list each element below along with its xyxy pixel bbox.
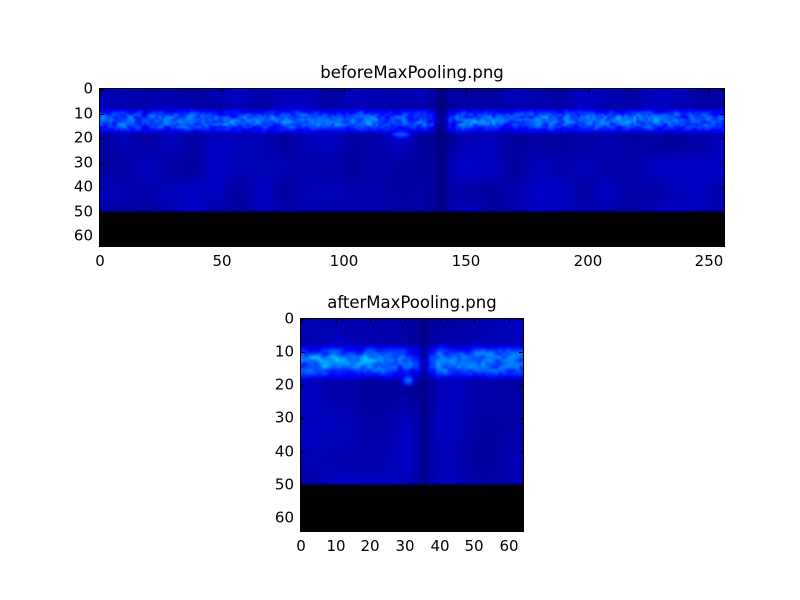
y-tick-mark-right	[519, 418, 523, 419]
x-tick-mark	[509, 527, 510, 531]
x-tick-mark	[405, 527, 406, 531]
heatmap-before-max-pooling	[99, 88, 725, 247]
x-tick-label: 100	[329, 252, 359, 270]
y-tick-mark	[100, 89, 104, 90]
y-tick-mark	[301, 452, 305, 453]
y-tick-label: 10	[73, 104, 93, 123]
y-tick-label: 50	[274, 475, 294, 494]
x-tick-mark-top	[474, 319, 475, 323]
y-tick-mark-right	[519, 452, 523, 453]
y-tick-label: 40	[73, 177, 93, 196]
x-tick-mark	[588, 242, 589, 246]
x-tick-mark-top	[405, 319, 406, 323]
heatmap-canvas-before	[100, 89, 724, 246]
y-tick-mark	[301, 418, 305, 419]
y-tick-label: 10	[274, 342, 294, 361]
y-tick-label: 60	[274, 508, 294, 527]
y-tick-mark	[100, 212, 104, 213]
y-tick-label: 50	[73, 202, 93, 221]
x-tick-mark-top	[336, 319, 337, 323]
y-tick-mark-right	[519, 319, 523, 320]
y-tick-mark-right	[720, 114, 724, 115]
x-tick-mark	[370, 527, 371, 531]
x-tick-label: 0	[296, 537, 306, 555]
x-tick-mark	[474, 527, 475, 531]
y-tick-label: 60	[73, 226, 93, 245]
x-tick-label: 30	[395, 537, 415, 555]
x-tick-label: 50	[464, 537, 484, 555]
x-tick-mark-top	[509, 319, 510, 323]
y-tick-mark	[100, 114, 104, 115]
y-tick-label: 0	[284, 309, 294, 328]
x-tick-label: 10	[326, 537, 346, 555]
x-tick-label: 50	[212, 252, 232, 270]
y-tick-mark-right	[720, 236, 724, 237]
x-tick-label: 150	[451, 252, 481, 270]
x-tick-mark-top	[344, 89, 345, 93]
chart-title-after-max-pooling: afterMaxPooling.png	[327, 293, 497, 312]
y-tick-label: 30	[73, 153, 93, 172]
heatmap-canvas-after	[301, 319, 523, 531]
x-tick-mark-top	[370, 319, 371, 323]
x-tick-mark	[440, 527, 441, 531]
x-tick-label: 20	[360, 537, 380, 555]
x-tick-label: 60	[499, 537, 519, 555]
y-tick-mark	[301, 485, 305, 486]
y-tick-mark	[100, 163, 104, 164]
y-tick-label: 0	[83, 79, 93, 98]
y-tick-mark-right	[720, 187, 724, 188]
x-tick-mark-top	[222, 89, 223, 93]
y-tick-mark	[301, 518, 305, 519]
y-tick-mark	[100, 187, 104, 188]
x-tick-label: 200	[573, 252, 603, 270]
x-tick-mark	[336, 527, 337, 531]
y-tick-mark	[100, 236, 104, 237]
x-tick-mark-top	[100, 89, 101, 93]
y-tick-mark	[301, 385, 305, 386]
x-tick-label: 250	[694, 252, 724, 270]
y-tick-label: 30	[274, 408, 294, 427]
x-tick-mark	[466, 242, 467, 246]
y-tick-label: 20	[274, 375, 294, 394]
x-tick-mark	[222, 242, 223, 246]
x-tick-mark	[344, 242, 345, 246]
y-tick-mark	[100, 138, 104, 139]
y-tick-mark-right	[519, 352, 523, 353]
x-tick-mark	[709, 242, 710, 246]
x-tick-label: 40	[430, 537, 450, 555]
y-tick-label: 20	[73, 128, 93, 147]
y-tick-mark-right	[720, 163, 724, 164]
x-tick-mark-top	[301, 319, 302, 323]
y-tick-mark	[301, 352, 305, 353]
y-tick-mark-right	[519, 385, 523, 386]
chart-title-before-max-pooling: beforeMaxPooling.png	[320, 63, 504, 82]
y-tick-mark-right	[720, 138, 724, 139]
y-tick-mark-right	[519, 485, 523, 486]
y-tick-mark	[301, 319, 305, 320]
y-tick-mark-right	[519, 518, 523, 519]
y-tick-mark-right	[720, 89, 724, 90]
heatmap-after-max-pooling	[300, 318, 524, 532]
x-tick-mark-top	[588, 89, 589, 93]
x-tick-mark-top	[466, 89, 467, 93]
x-tick-mark	[100, 242, 101, 246]
x-tick-mark-top	[440, 319, 441, 323]
y-tick-label: 40	[274, 442, 294, 461]
x-tick-mark-top	[709, 89, 710, 93]
x-tick-label: 0	[95, 252, 105, 270]
x-tick-mark	[301, 527, 302, 531]
y-tick-mark-right	[720, 212, 724, 213]
